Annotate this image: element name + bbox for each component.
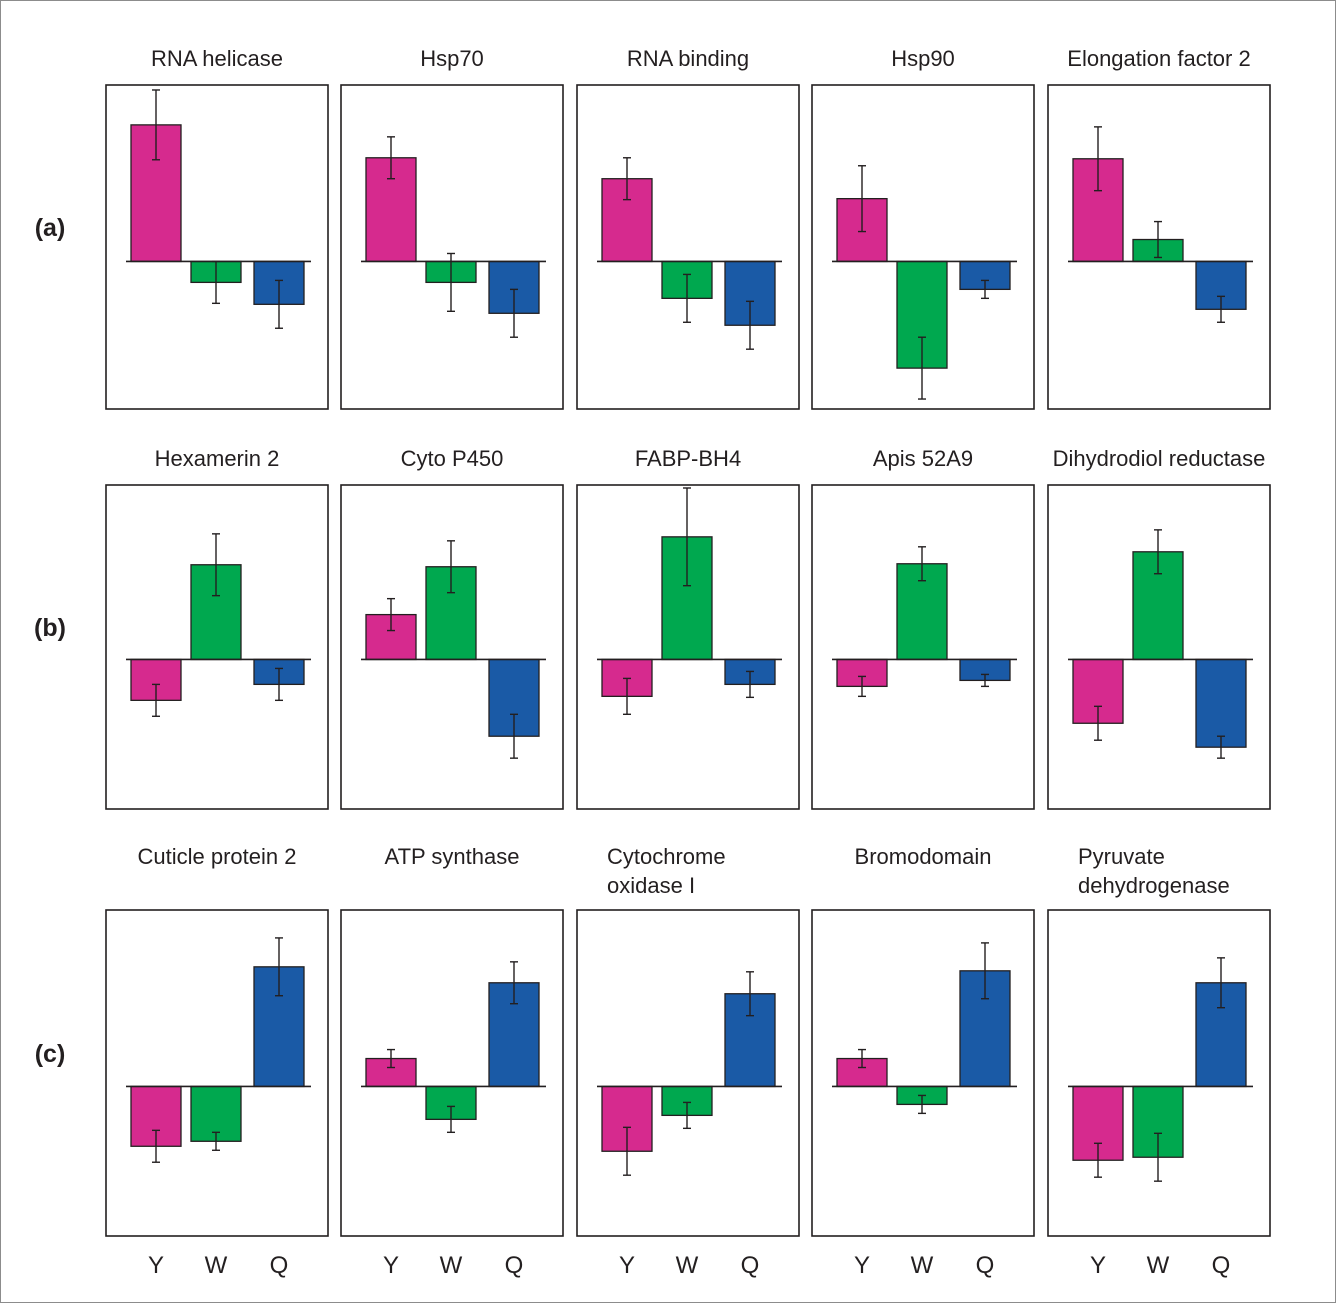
panel-title: FABP-BH4 (635, 446, 741, 471)
panel-title: oxidase I (607, 873, 695, 898)
panel-title: Cyto P450 (401, 446, 504, 471)
x-tick-label-q: Q (1212, 1252, 1231, 1279)
x-tick-label-q: Q (976, 1252, 995, 1279)
panel-title: Apis 52A9 (873, 446, 973, 471)
x-tick-label-w: W (440, 1252, 463, 1279)
panel-frame (811, 909, 1035, 1237)
panel-title: Bromodomain (855, 844, 992, 869)
panel-title: Hsp90 (891, 46, 955, 71)
panel-title: Elongation factor 2 (1067, 46, 1250, 71)
x-tick-label-y: Y (1090, 1252, 1106, 1279)
panel-title: Cuticle protein 2 (138, 844, 297, 869)
panel-frame (1047, 84, 1271, 410)
panel-frame (105, 484, 329, 810)
panel-frame (105, 909, 329, 1237)
panel-frame (1047, 484, 1271, 810)
panel-frame (811, 484, 1035, 810)
panel-title: Cytochrome (607, 844, 726, 869)
x-tick-label-q: Q (505, 1252, 524, 1279)
bar-q (1195, 658, 1247, 748)
x-tick-label-y: Y (383, 1252, 399, 1279)
x-tick-label-q: Q (270, 1252, 289, 1279)
x-tick-label-w: W (911, 1252, 934, 1279)
x-tick-label-w: W (676, 1252, 699, 1279)
x-tick-label-y: Y (854, 1252, 870, 1279)
panel-title: Hsp70 (420, 46, 484, 71)
bar-y (130, 658, 182, 701)
x-tick-label-w: W (1147, 1252, 1170, 1279)
panel-title: Hexamerin 2 (155, 446, 280, 471)
row-label: (c) (35, 1040, 66, 1068)
row-label: (a) (35, 214, 66, 242)
panel-frame (340, 909, 564, 1237)
x-tick-label-w: W (205, 1252, 228, 1279)
row-label: (b) (34, 614, 66, 642)
x-tick-label-q: Q (741, 1252, 760, 1279)
panel-frame (811, 84, 1035, 410)
panel-frame (340, 84, 564, 410)
panel-title: RNA helicase (151, 46, 283, 71)
panel-frame (576, 84, 800, 410)
panel-title: Pyruvate (1078, 844, 1165, 869)
panel-frame (105, 84, 329, 410)
panel-frame (340, 484, 564, 810)
panel-title: RNA binding (627, 46, 749, 71)
panel-title: ATP synthase (385, 844, 520, 869)
x-tick-label-y: Y (148, 1252, 164, 1279)
panel-frame (576, 909, 800, 1237)
panel-frame (1047, 909, 1271, 1237)
x-tick-label-y: Y (619, 1252, 635, 1279)
panel-title: Dihydrodiol reductase (1053, 446, 1266, 471)
panel-frame (576, 484, 800, 810)
panel-title: dehydrogenase (1078, 873, 1230, 898)
